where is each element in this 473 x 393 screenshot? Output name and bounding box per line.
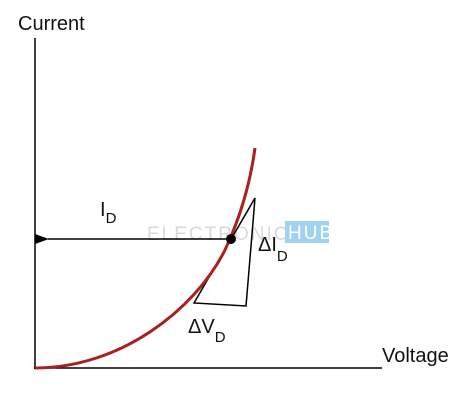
delta-voltage-label: ΔVD — [188, 316, 226, 346]
label-symbol: ΔI — [258, 234, 277, 256]
current-label: ID — [100, 199, 117, 227]
label-subscript: D — [277, 248, 288, 265]
operating-point — [226, 234, 236, 244]
x-axis-label: Voltage — [382, 345, 449, 367]
iv-curve — [34, 147, 257, 370]
delta-current-label: ΔID — [258, 234, 288, 265]
label-symbol: I — [100, 199, 106, 221]
watermark-box — [285, 221, 329, 243]
label-subscript: D — [215, 329, 226, 346]
label-symbol: ΔV — [188, 316, 215, 338]
y-axis-label: Current — [18, 13, 85, 35]
watermark-brand: ELECTRONICS — [147, 224, 304, 245]
label-subscript: D — [106, 210, 117, 227]
watermark-highlight: HUB — [288, 223, 334, 244]
